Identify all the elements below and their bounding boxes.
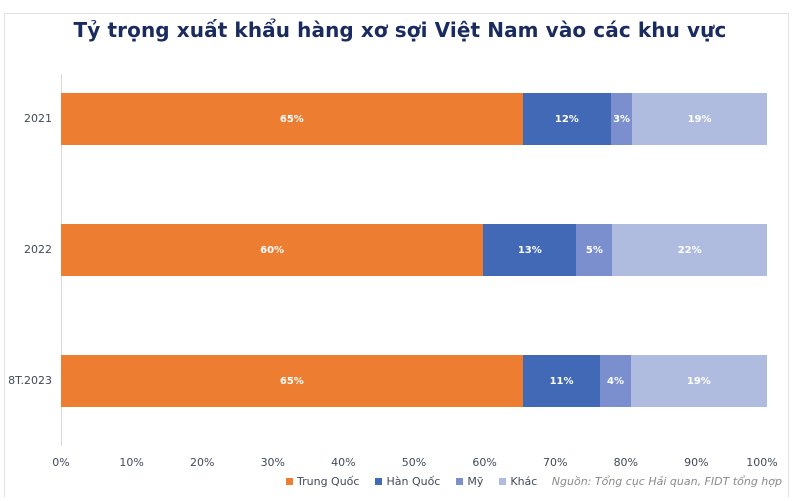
legend-swatch-icon — [286, 478, 293, 485]
data-label: 12% — [554, 113, 579, 125]
bar-row-2021: 65% 12% 3% 19% — [61, 93, 767, 145]
y-label-8t-2023: 8T.2023 — [8, 374, 52, 387]
bar-row-2022: 60% 13% 5% 22% — [61, 224, 767, 276]
chart-frame — [4, 13, 789, 497]
legend-swatch-icon — [499, 478, 507, 485]
x-tick: 10% — [119, 456, 144, 469]
data-label: 4% — [607, 375, 625, 387]
bar-segment-han-quoc: 11% — [522, 355, 601, 407]
data-label: 13% — [517, 244, 542, 256]
y-label-2021: 2021 — [24, 112, 52, 125]
legend-swatch-icon — [375, 478, 383, 485]
legend-label: Hàn Quốc — [386, 475, 441, 488]
legend-item-my: Mỹ — [456, 475, 483, 488]
bar-segment-khac: 19% — [630, 355, 767, 407]
data-label: 3% — [613, 113, 631, 125]
legend-swatch-icon — [456, 478, 464, 485]
bar-segment-my: 5% — [576, 224, 613, 276]
legend-item-khac: Khác — [499, 475, 537, 488]
x-tick: 80% — [613, 456, 639, 469]
chart-title: Tỷ trọng xuất khẩu hàng xơ sợi Việt Nam … — [73, 18, 727, 42]
legend-label: Trung Quốc — [297, 475, 360, 488]
bar-row-8t-2023: 65% 11% 4% 19% — [61, 355, 767, 407]
data-label: 19% — [687, 113, 712, 125]
x-tick: 0% — [52, 456, 70, 469]
legend-label: Khác — [510, 475, 538, 488]
data-label: 60% — [260, 244, 285, 256]
data-label: 65% — [279, 375, 304, 387]
x-tick: 40% — [331, 456, 356, 469]
x-tick: 100% — [746, 456, 778, 469]
x-tick: 70% — [542, 456, 568, 469]
bar-segment-trung-quoc: 60% — [61, 224, 484, 276]
bar-segment-trung-quoc: 65% — [61, 93, 523, 145]
bar-segment-khac: 22% — [612, 224, 767, 276]
x-tick: 20% — [189, 456, 215, 469]
legend-item-trung-quoc: Trung Quốc — [286, 475, 359, 488]
source-note: Nguồn: Tổng cục Hải quan, FIDT tổng hợp — [551, 475, 782, 488]
x-tick: 60% — [472, 456, 497, 469]
bar-segment-my: 3% — [610, 93, 633, 145]
x-tick: 30% — [260, 456, 286, 469]
legend-label: Mỹ — [467, 475, 484, 488]
x-tick: 50% — [401, 456, 427, 469]
bar-segment-han-quoc: 12% — [522, 93, 611, 145]
data-label: 19% — [686, 375, 711, 387]
data-label: 5% — [585, 244, 603, 256]
chart-legend: Trung Quốc Hàn Quốc Mỹ Khác — [286, 475, 537, 488]
legend-item-han-quoc: Hàn Quốc — [375, 475, 440, 488]
y-label-2022: 2022 — [24, 243, 52, 256]
data-label: 11% — [549, 375, 574, 387]
data-label: 22% — [677, 244, 702, 256]
data-label: 65% — [279, 113, 304, 125]
bar-segment-trung-quoc: 65% — [61, 355, 523, 407]
x-tick: 90% — [684, 456, 709, 469]
bar-segment-khac: 19% — [632, 93, 767, 145]
bar-segment-han-quoc: 13% — [483, 224, 577, 276]
bar-segment-my: 4% — [600, 355, 631, 407]
